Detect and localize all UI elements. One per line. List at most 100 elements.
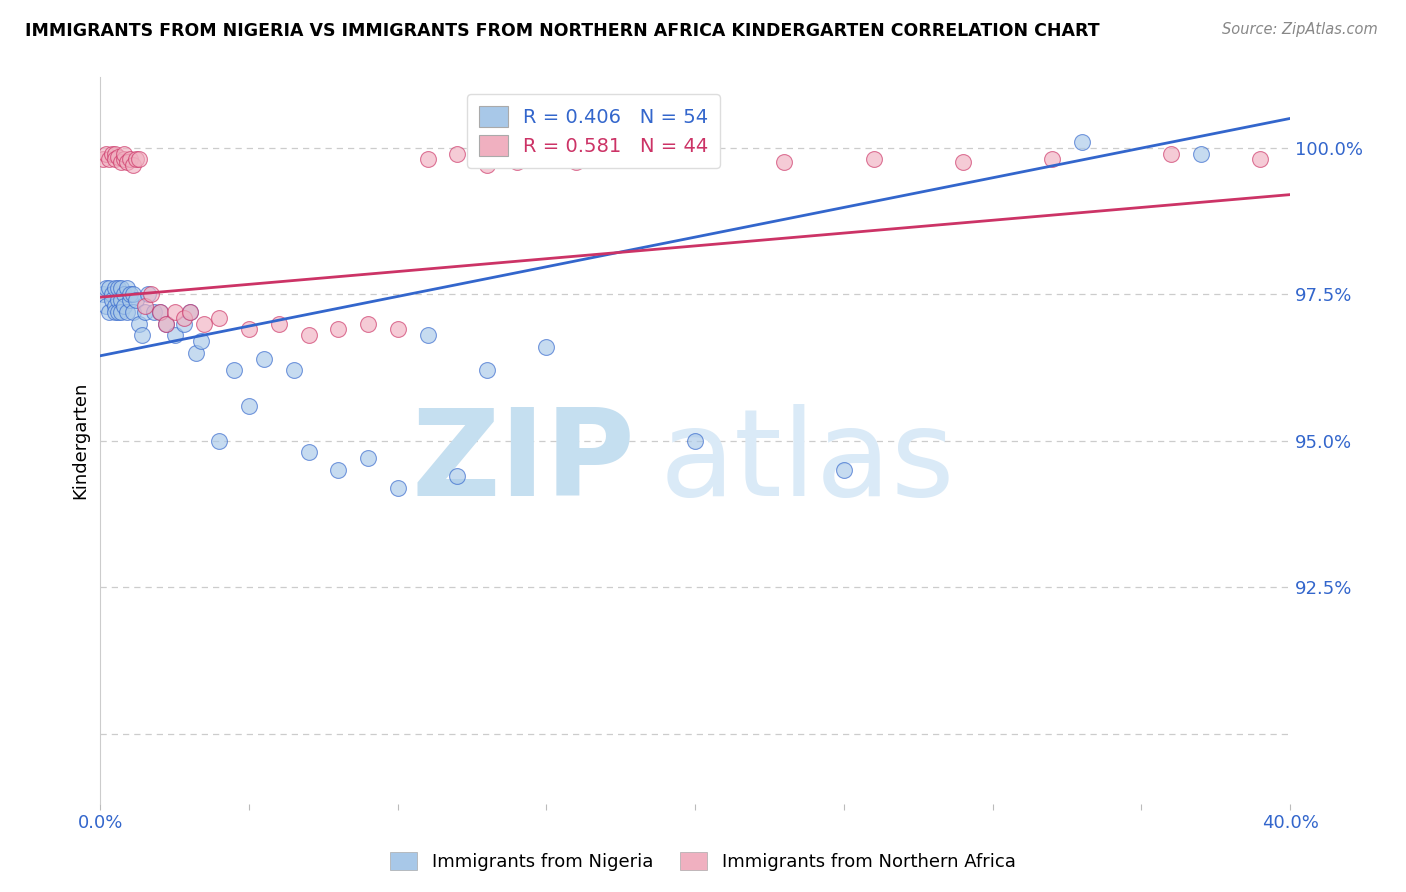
Point: [1070, 135, 1092, 149]
Point: [120, 153, 142, 167]
Point: [104, 153, 127, 167]
Point: [536, 340, 558, 354]
Point: [267, 317, 290, 331]
Point: [115, 281, 138, 295]
Point: [1249, 153, 1271, 167]
Point: [475, 158, 498, 172]
Point: [131, 328, 153, 343]
Point: [184, 346, 207, 360]
Point: [238, 322, 260, 336]
Point: [98, 305, 121, 319]
Point: [328, 322, 350, 336]
Point: [122, 287, 145, 301]
Point: [387, 322, 409, 336]
Point: [110, 293, 132, 307]
Point: [253, 351, 276, 366]
Point: [107, 149, 129, 163]
Point: [149, 305, 172, 319]
Point: [297, 445, 319, 459]
Point: [134, 305, 156, 319]
Point: [115, 305, 138, 319]
Point: [193, 317, 215, 331]
Point: [112, 287, 135, 301]
Point: [134, 299, 156, 313]
Legend: Immigrants from Nigeria, Immigrants from Northern Africa: Immigrants from Nigeria, Immigrants from…: [382, 845, 1024, 879]
Point: [91, 153, 114, 167]
Point: [149, 305, 172, 319]
Point: [120, 287, 142, 301]
Point: [98, 281, 121, 295]
Point: [96, 281, 118, 295]
Point: [506, 155, 529, 169]
Text: atlas: atlas: [659, 404, 955, 521]
Point: [155, 317, 177, 331]
Point: [163, 305, 186, 319]
Point: [446, 146, 468, 161]
Point: [416, 153, 439, 167]
Point: [101, 293, 124, 307]
Text: IMMIGRANTS FROM NIGERIA VS IMMIGRANTS FROM NORTHERN AFRICA KINDERGARTEN CORRELAT: IMMIGRANTS FROM NIGERIA VS IMMIGRANTS FR…: [25, 22, 1099, 40]
Point: [128, 317, 150, 331]
Point: [475, 363, 498, 377]
Point: [107, 281, 129, 295]
Point: [104, 299, 127, 313]
Point: [1160, 146, 1182, 161]
Point: [416, 328, 439, 343]
Point: [952, 155, 974, 169]
Point: [208, 310, 231, 325]
Point: [98, 153, 121, 167]
Point: [387, 481, 409, 495]
Point: [107, 293, 129, 307]
Point: [832, 463, 855, 477]
Point: [155, 317, 177, 331]
Text: Source: ZipAtlas.com: Source: ZipAtlas.com: [1222, 22, 1378, 37]
Point: [96, 299, 118, 313]
Point: [773, 155, 796, 169]
Point: [357, 451, 380, 466]
Point: [104, 146, 127, 161]
Point: [357, 317, 380, 331]
Point: [101, 146, 124, 161]
Point: [115, 155, 138, 169]
Point: [328, 463, 350, 477]
Point: [91, 287, 114, 301]
Point: [122, 305, 145, 319]
Text: ZIP: ZIP: [412, 404, 636, 521]
Point: [283, 363, 305, 377]
Legend: R = 0.406   N = 54, R = 0.581   N = 44: R = 0.406 N = 54, R = 0.581 N = 44: [467, 95, 720, 168]
Point: [136, 287, 159, 301]
Point: [96, 146, 118, 161]
Point: [595, 153, 617, 167]
Point: [173, 317, 195, 331]
Point: [125, 293, 148, 307]
Point: [1189, 146, 1212, 161]
Point: [208, 434, 231, 448]
Point: [224, 363, 246, 377]
Point: [238, 399, 260, 413]
Point: [112, 146, 135, 161]
Point: [565, 155, 588, 169]
Point: [110, 305, 132, 319]
Point: [125, 153, 148, 167]
Point: [297, 328, 319, 343]
Point: [110, 155, 132, 169]
Y-axis label: Kindergarten: Kindergarten: [72, 382, 89, 500]
Point: [112, 299, 135, 313]
Point: [120, 293, 142, 307]
Point: [446, 468, 468, 483]
Point: [179, 305, 201, 319]
Point: [128, 153, 150, 167]
Point: [190, 334, 212, 348]
Point: [122, 158, 145, 172]
Point: [179, 305, 201, 319]
Point: [101, 287, 124, 301]
Point: [1040, 153, 1063, 167]
Point: [862, 153, 884, 167]
Point: [173, 310, 195, 325]
Point: [163, 328, 186, 343]
Point: [683, 153, 706, 167]
Point: [112, 153, 135, 167]
Point: [104, 281, 127, 295]
Point: [110, 281, 132, 295]
Point: [107, 305, 129, 319]
